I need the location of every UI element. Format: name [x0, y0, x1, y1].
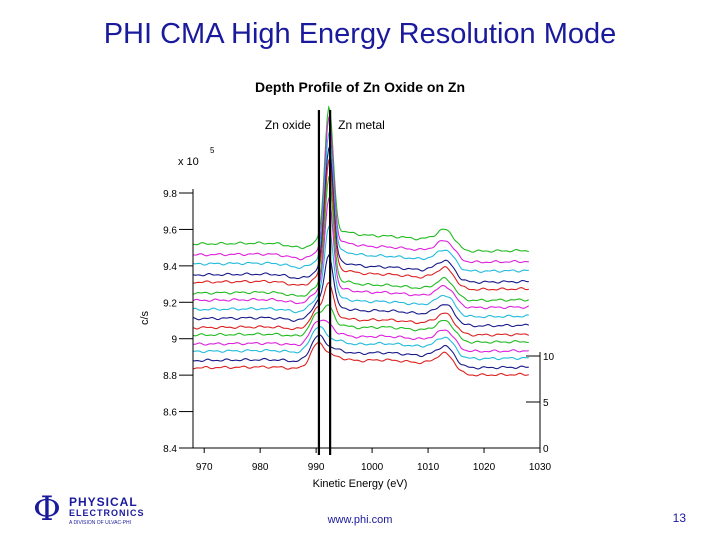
spectrum-line: [192, 319, 529, 353]
y-tick-label: 9.8: [163, 189, 177, 200]
spectrum-line: [192, 334, 529, 370]
y-tick-label: 9.4: [163, 262, 177, 273]
right-tick-label: 0: [543, 444, 549, 455]
y-axis-label: c/s: [139, 310, 151, 325]
y-tick-label: 9: [171, 335, 177, 346]
x-tick-label: 1020: [473, 462, 496, 473]
spectrum-line: [192, 326, 529, 361]
axis-multiplier-exponent: 5: [210, 146, 215, 155]
spectrum-line: [192, 196, 529, 310]
logo-text-electronics: ELECTRONICS: [69, 508, 145, 518]
spectrum-line: [192, 115, 529, 264]
y-tick-label: 9.2: [163, 298, 177, 309]
axis-multiplier: x 10: [178, 156, 199, 168]
y-tick-label: 9.6: [163, 225, 177, 236]
spectrum-line: [192, 146, 529, 284]
spectrum-line: [192, 175, 530, 302]
x-axis-label: Kinetic Energy (eV): [313, 478, 408, 490]
series-layer: [192, 105, 530, 377]
right-tick-label: 5: [543, 398, 549, 409]
page-number: 13: [672, 511, 686, 525]
spectrum-line: [192, 105, 529, 253]
x-tick-label: 1000: [361, 462, 384, 473]
y-tick-label: 8.6: [163, 408, 177, 419]
logo-text-division: A DIVISION OF ULVAC-PHI: [69, 520, 132, 526]
spectrum-line: [192, 131, 529, 273]
spectrum-line: [192, 254, 530, 328]
spectrum-line: [192, 341, 529, 377]
spectrum-line: [192, 158, 529, 291]
marker-label: Zn oxide: [265, 118, 311, 132]
y-tick-label: 8.4: [163, 444, 177, 455]
x-tick-label: 1030: [529, 462, 552, 473]
marker-layer: Zn oxide Zn metal: [265, 110, 385, 455]
slide-title: PHI CMA High Energy Resolution Mode: [103, 18, 617, 50]
phi-logo-icon: Φ: [33, 489, 61, 529]
chart-title: Depth Profile of Zn Oxide on Zn: [255, 79, 465, 95]
x-tick-label: 970: [196, 462, 213, 473]
y-tick-label: 8.8: [163, 371, 177, 382]
x-tick-label: 990: [308, 462, 325, 473]
spectrum-line: [192, 304, 529, 344]
company-logo: Φ PHYSICAL ELECTRONICS A DIVISION OF ULV…: [33, 489, 163, 529]
marker-label: Zn metal: [338, 118, 385, 132]
footer-url: www.phi.com: [327, 514, 393, 526]
spectrum-line: [192, 281, 530, 337]
right-tick-label: 10: [543, 352, 555, 363]
x-tick-label: 980: [252, 462, 269, 473]
spectrum-line: [192, 225, 529, 319]
logo-text-physical: PHYSICAL: [69, 495, 138, 509]
x-tick-label: 1010: [417, 462, 440, 473]
